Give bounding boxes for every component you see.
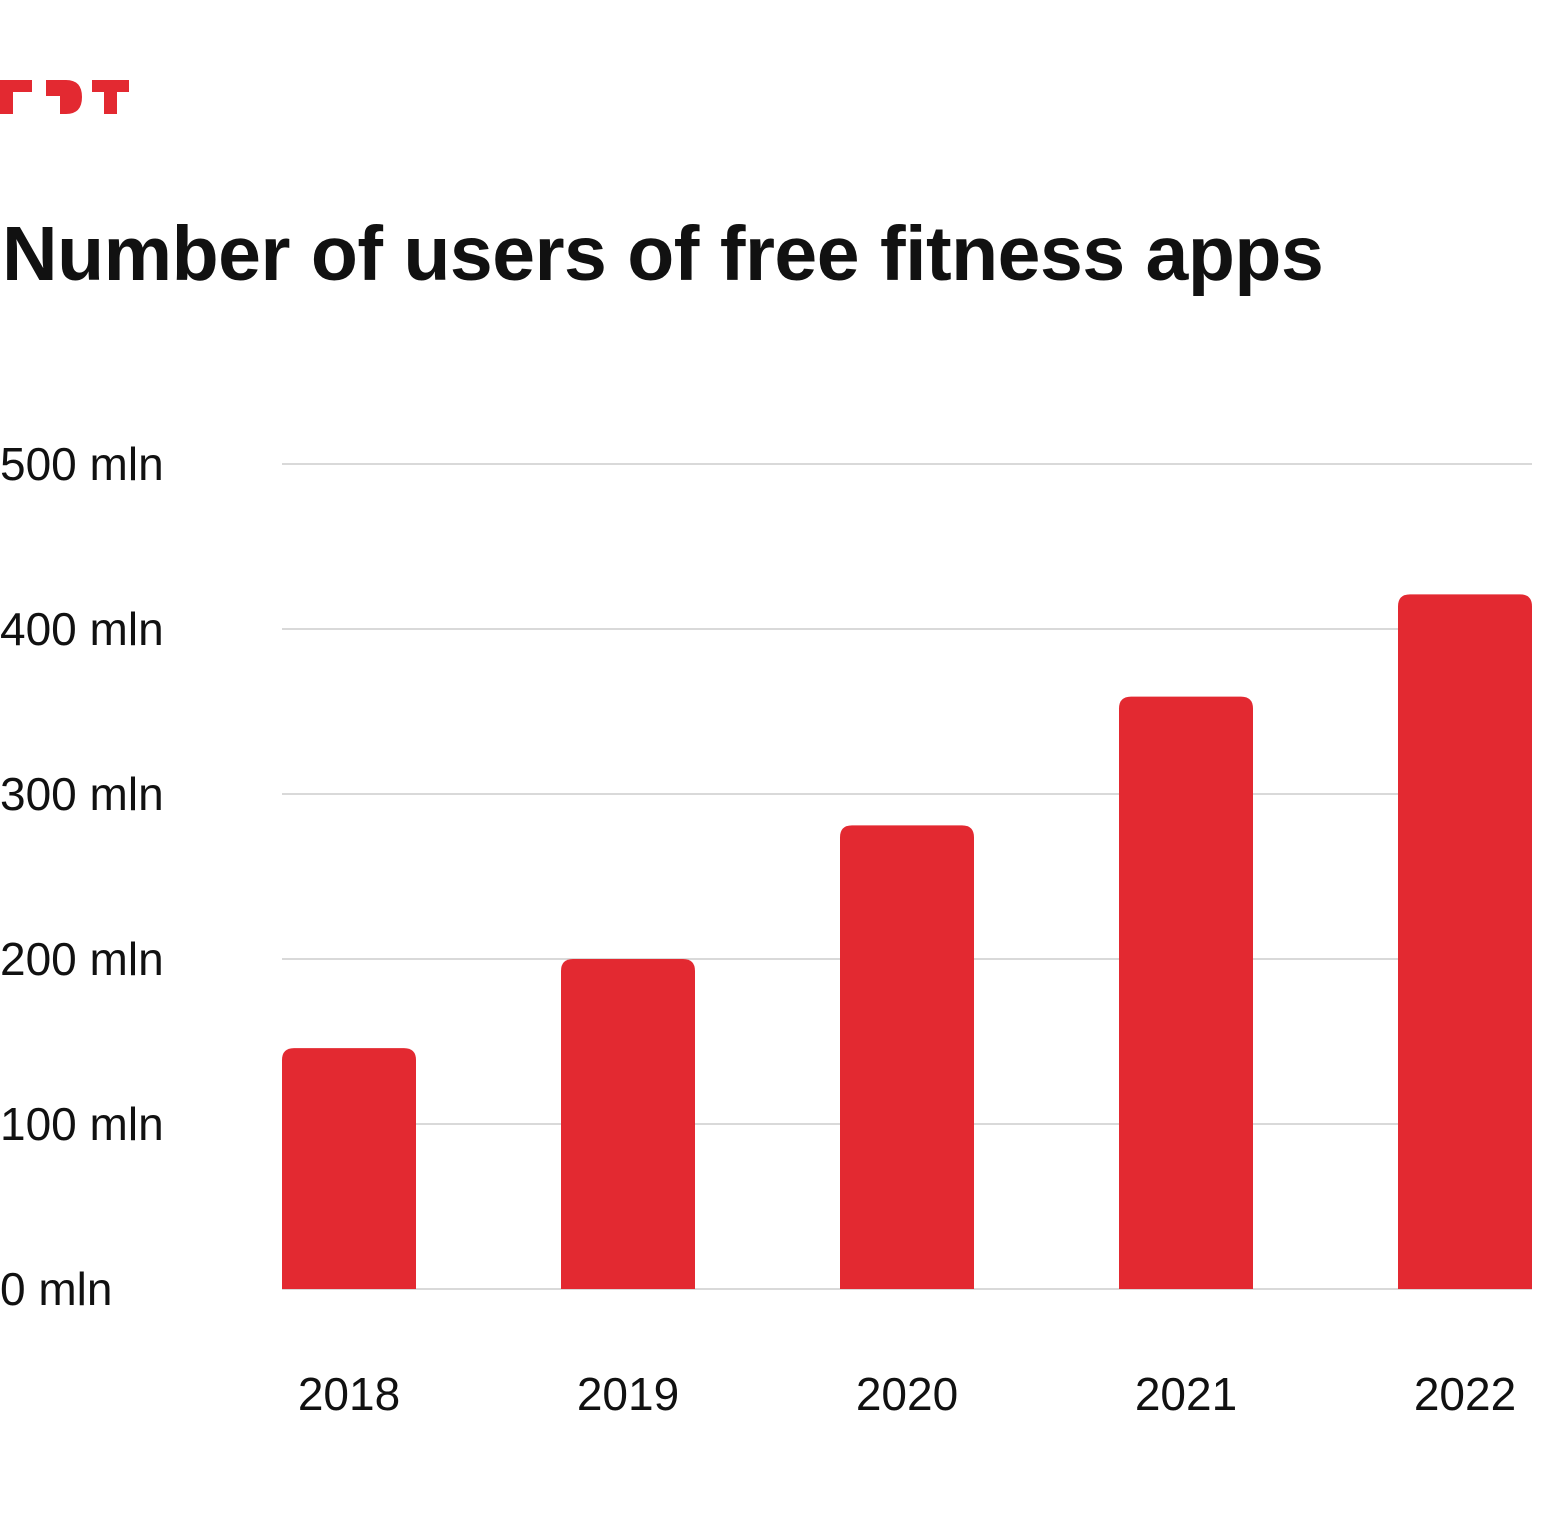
logo-letter-f	[0, 80, 32, 114]
bar-2020	[840, 825, 974, 1289]
chart-bars	[282, 594, 1532, 1289]
logo-letter-d	[46, 80, 82, 114]
y-tick-label: 0 mln	[0, 1263, 112, 1315]
y-axis-labels: 0 mln 100 mln 200 mln 300 mln 400 mln 500 mln	[0, 438, 164, 1315]
x-tick-label: 2019	[577, 1368, 679, 1420]
bar-2019	[561, 959, 695, 1289]
bar-2018	[282, 1048, 416, 1289]
x-tick-label: 2022	[1414, 1368, 1516, 1420]
bar-2022	[1398, 594, 1532, 1289]
y-tick-label: 200 mln	[0, 933, 164, 985]
y-tick-label: 300 mln	[0, 768, 164, 820]
x-tick-label: 2021	[1135, 1368, 1237, 1420]
y-tick-label: 100 mln	[0, 1098, 164, 1150]
y-tick-label: 400 mln	[0, 603, 164, 655]
x-tick-label: 2018	[298, 1368, 400, 1420]
chart-title: Number of users of free fitness apps	[2, 211, 1324, 297]
x-axis-labels: 2018 2019 2020 2021 2022	[298, 1368, 1516, 1420]
bar-2021	[1119, 696, 1253, 1289]
logo-letter-t	[92, 80, 129, 114]
x-tick-label: 2020	[856, 1368, 958, 1420]
brand-logo	[0, 80, 129, 114]
y-tick-label: 500 mln	[0, 438, 164, 490]
